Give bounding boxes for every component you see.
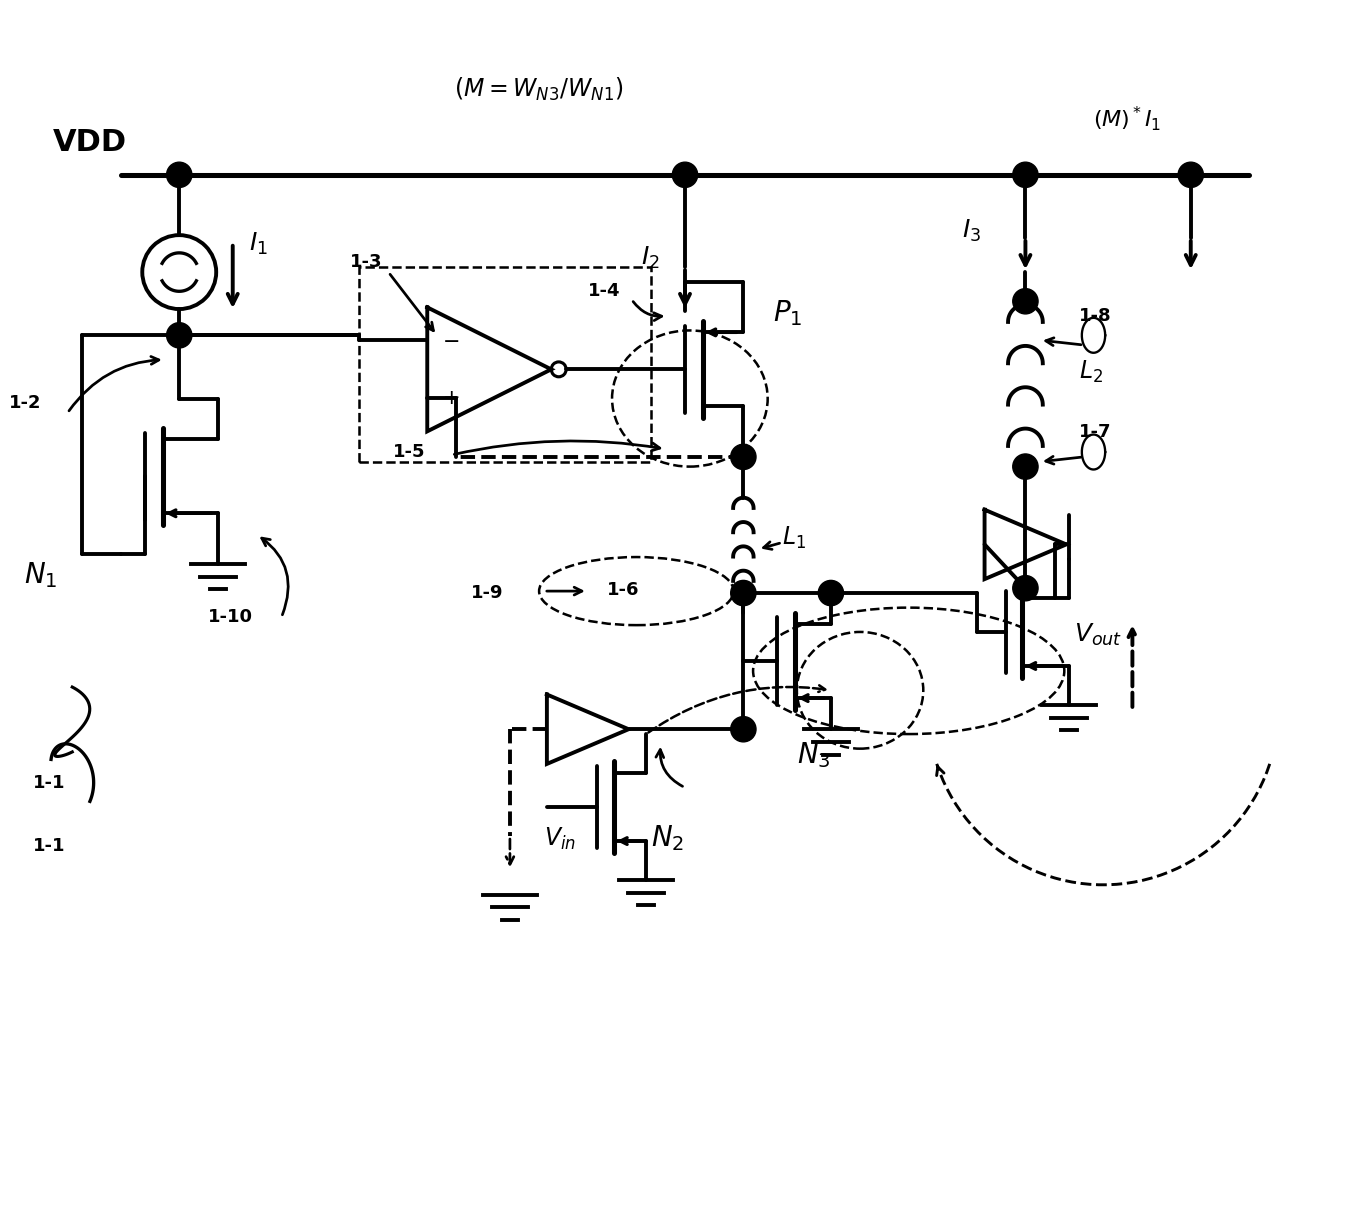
Text: $I_1$: $I_1$ [249,230,269,257]
Text: $-$: $-$ [441,331,459,350]
Text: 1-10: 1-10 [208,609,253,626]
Text: $(M)^*I_1$: $(M)^*I_1$ [1093,104,1162,132]
Circle shape [730,717,756,742]
Text: $V_{in}$: $V_{in}$ [544,826,575,853]
Circle shape [818,581,844,605]
Text: $N_2$: $N_2$ [651,823,684,853]
Circle shape [1012,162,1038,187]
Text: 1-9: 1-9 [471,584,504,601]
Text: $P_1$: $P_1$ [773,298,801,327]
Circle shape [1178,162,1203,187]
Circle shape [730,445,756,469]
Circle shape [1012,454,1038,479]
Text: $I_2$: $I_2$ [641,244,660,271]
Text: 1-1: 1-1 [33,773,66,791]
Text: $L_2$: $L_2$ [1080,359,1103,386]
Text: 1-4: 1-4 [588,283,621,300]
Text: $(M = W_{N3}/W_{N1})$: $(M = W_{N3}/W_{N1})$ [455,76,623,103]
Text: 1-6: 1-6 [607,581,640,599]
Text: 1-8: 1-8 [1080,306,1111,325]
Text: 1-5: 1-5 [393,443,426,461]
Text: $V_{out}$: $V_{out}$ [1074,621,1122,648]
Text: $N_1$: $N_1$ [23,560,58,590]
Text: $L_1$: $L_1$ [782,524,807,550]
Text: $I_3$: $I_3$ [962,218,981,244]
Text: $N_3$: $N_3$ [797,740,830,771]
Text: 1-1: 1-1 [33,837,66,855]
Circle shape [167,322,192,348]
Circle shape [673,162,697,187]
Circle shape [1012,289,1038,314]
Text: VDD: VDD [53,127,127,157]
Circle shape [1012,576,1038,600]
Circle shape [167,162,192,187]
Text: 1-2: 1-2 [10,394,41,413]
Circle shape [730,581,756,605]
Text: 1-3: 1-3 [349,254,382,271]
Text: $+$: $+$ [441,388,459,408]
Text: 1-7: 1-7 [1080,424,1111,441]
